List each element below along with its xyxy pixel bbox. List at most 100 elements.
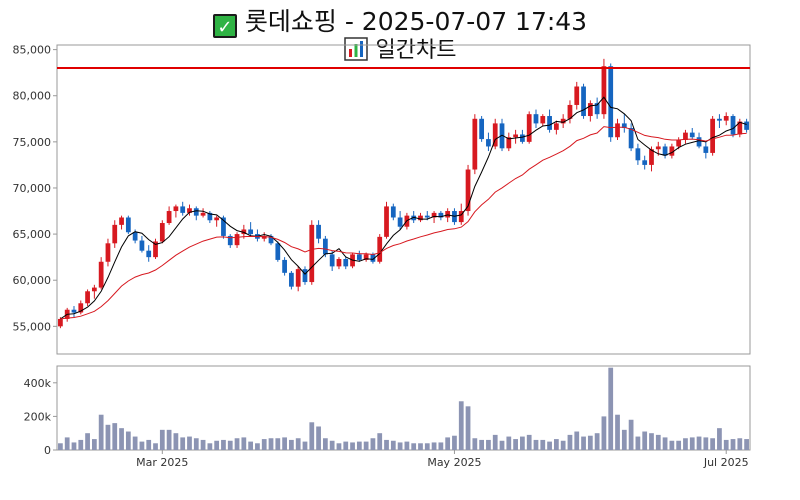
candle — [200, 208, 206, 218]
candle-body — [438, 212, 444, 218]
candle — [717, 114, 722, 129]
candle-body — [628, 128, 634, 149]
candle-body — [737, 121, 743, 135]
price-tick-label: 80,000 — [13, 90, 52, 103]
volume-bar — [662, 437, 668, 450]
candle-body — [465, 169, 471, 212]
volume-bar — [676, 440, 682, 450]
candle-body — [78, 303, 84, 313]
candle-body — [696, 137, 702, 147]
candle — [479, 116, 485, 142]
candle-body — [173, 206, 179, 212]
candle-body — [370, 254, 376, 262]
volume-bar — [207, 443, 213, 450]
candle-body — [445, 211, 451, 218]
candle-body — [587, 103, 593, 117]
candle — [723, 112, 729, 126]
volume-bar — [710, 438, 716, 450]
candle-body — [547, 116, 552, 130]
candle — [119, 215, 124, 230]
candle-body — [608, 66, 614, 138]
candle — [221, 215, 226, 239]
volume-bar — [91, 439, 97, 450]
candle — [567, 100, 573, 124]
candle-body — [91, 287, 97, 292]
volume-bar — [221, 439, 226, 450]
candle-body — [513, 134, 518, 138]
candle-body — [384, 206, 389, 237]
volume-bar — [744, 439, 749, 450]
candle-body — [492, 123, 498, 147]
volume-bar — [547, 441, 552, 450]
volume-bar — [309, 422, 315, 450]
volume-bar — [431, 442, 437, 450]
volume-bar — [438, 442, 444, 450]
candle-body — [506, 137, 512, 149]
volume-bar — [642, 431, 648, 450]
candle — [180, 201, 186, 216]
price-panel: 55,000 60,000 65,000 70,000 75,000 80,000 85,0… — [13, 44, 751, 355]
candle — [594, 97, 600, 119]
volume-bar — [492, 434, 498, 450]
candle-body — [431, 212, 437, 218]
candle-body — [649, 149, 654, 165]
candle — [628, 123, 634, 152]
candle — [560, 114, 566, 129]
candle-body — [390, 206, 396, 218]
candle — [438, 211, 444, 221]
candle — [418, 212, 423, 223]
volume-bar — [628, 419, 634, 450]
chart-title: ✓ 롯데쇼핑 - 2025-07-07 17:43 — [0, 2, 800, 38]
candle-body — [322, 238, 328, 255]
volume-bar — [649, 433, 654, 450]
candle-body — [377, 236, 383, 262]
candle — [431, 211, 437, 224]
volume-bar — [390, 440, 396, 450]
candle-body — [58, 318, 63, 327]
candle — [703, 141, 709, 159]
volume-bar — [621, 429, 627, 450]
candle-body — [581, 86, 586, 117]
volume-bar — [384, 439, 389, 450]
candle-body — [676, 140, 682, 147]
candle-body — [166, 211, 172, 224]
candle-body — [85, 291, 90, 304]
candle-body — [295, 269, 301, 287]
volume-bar — [635, 436, 641, 450]
price-tick-label: 75,000 — [13, 136, 52, 149]
candle-body — [744, 121, 749, 130]
candle — [343, 257, 349, 270]
candle — [112, 220, 118, 248]
candle-body — [411, 215, 417, 221]
volume-bar — [255, 443, 260, 450]
volume-bar — [540, 439, 546, 450]
volume-bar — [506, 436, 512, 450]
candle-body — [424, 215, 430, 218]
candle-body — [343, 258, 349, 267]
candle-body — [655, 146, 661, 150]
candle — [85, 289, 90, 307]
candle — [642, 155, 648, 170]
candle — [71, 306, 77, 318]
candle — [384, 201, 389, 239]
price-tick-label: 55,000 — [13, 320, 52, 333]
candle — [356, 250, 362, 262]
candle-body — [71, 309, 77, 313]
candle-body — [105, 243, 111, 262]
candle — [608, 63, 614, 142]
volume-bar — [377, 433, 383, 450]
candle — [139, 235, 145, 253]
candle — [58, 317, 63, 329]
candle-body — [275, 243, 281, 260]
candle-body — [200, 212, 206, 216]
volume-bar — [703, 437, 709, 450]
volume-bar — [125, 431, 131, 450]
candle-body — [615, 123, 620, 138]
candle-body — [560, 118, 566, 124]
candle-body — [241, 229, 247, 235]
volume-bar — [574, 431, 580, 450]
candle — [227, 234, 233, 248]
volume-bar — [261, 439, 267, 450]
volume-bar — [234, 438, 240, 450]
candle-body — [669, 146, 675, 156]
